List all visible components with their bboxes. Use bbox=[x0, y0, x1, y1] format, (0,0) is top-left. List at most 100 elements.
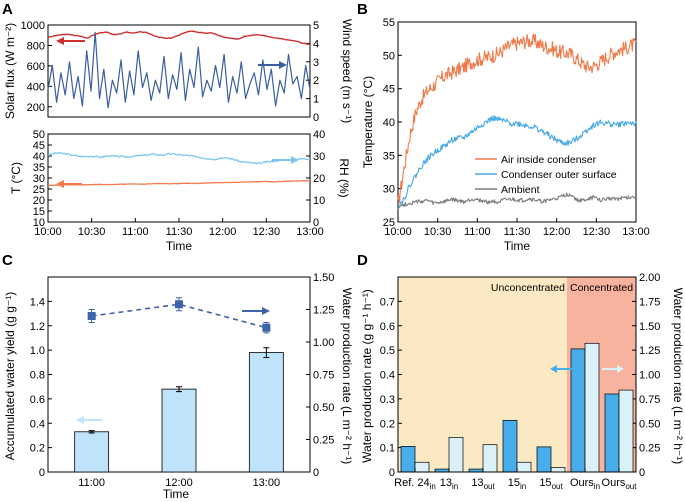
panel-c-left-tick-label-2: 0.4 bbox=[30, 418, 45, 430]
panel-c-right-tick-label-3: 0.75 bbox=[313, 370, 334, 382]
panel-a-top-left-tick-label-3: 800 bbox=[27, 40, 45, 52]
panel-a-bottom-frame bbox=[47, 133, 311, 223]
panel-a-bottom-ylabel-right: RH (%) bbox=[337, 158, 351, 197]
panel-b-x-tick-label-2: 11:00 bbox=[464, 226, 491, 238]
legend-label-ambient: Ambient bbox=[501, 184, 540, 196]
panel-d-right-arrow bbox=[602, 365, 624, 373]
panel-d-x-tick-label-4: 15out bbox=[539, 477, 563, 491]
panel-d-right-tick-label-1: 0.25 bbox=[639, 443, 660, 455]
panel-a-bottom-left-tick-label-8: 50 bbox=[33, 129, 45, 141]
panel-a-top-ylabel-right: Wind speed (m s⁻¹) bbox=[340, 19, 354, 123]
panel-c-ylabel-right: Water production rate (L m⁻² h⁻¹) bbox=[340, 288, 354, 465]
series-rate-line bbox=[91, 303, 267, 329]
series-solar-flux bbox=[47, 30, 311, 46]
panel-c-left-tick-label-1: 0.2 bbox=[30, 443, 45, 455]
panel-c-left-tick-label-4: 0.8 bbox=[30, 370, 45, 382]
panel-d-x-tick-label-2: 13out bbox=[471, 477, 495, 491]
panel-b-y-tick-label-3: 40 bbox=[383, 117, 395, 129]
panel-a-wind-arrow bbox=[258, 61, 287, 69]
bar-yield-2 bbox=[248, 352, 284, 473]
panel-a-top-right-tick-label-4: 4 bbox=[313, 38, 319, 50]
point-rate-0 bbox=[87, 312, 96, 320]
panel-c-left-tick-label-5: 1.0 bbox=[30, 345, 45, 357]
panel-b-y-tick-label-2: 35 bbox=[383, 150, 395, 162]
panel-a-solar-arrow bbox=[56, 37, 85, 45]
panel-label-b: B bbox=[357, 1, 368, 18]
panel-b-x-tick-label-0: 10:00 bbox=[384, 226, 412, 238]
bar-l-rate-5 bbox=[584, 342, 600, 473]
panel-a-bottom-right-tick-label-1: 10 bbox=[313, 195, 325, 207]
panel-a-top-ylabel-left: Solar flux (W m⁻²) bbox=[3, 23, 17, 119]
panel-d-right-tick-label-0: 0 bbox=[639, 467, 645, 479]
bar-g-rate-3 bbox=[502, 419, 518, 473]
panel-a-top-left-tick-label-0: 200 bbox=[27, 102, 45, 114]
panel-a-bottom-left-tick-label-2: 20 bbox=[33, 195, 45, 207]
panel-label-a: A bbox=[2, 1, 13, 18]
errorbar-yield-2 bbox=[263, 347, 270, 358]
bar-l-rate-6 bbox=[618, 389, 634, 473]
panel-c-right-tick-label-4: 1.00 bbox=[313, 337, 334, 349]
panel-d-left-tick-label-3: 0.3 bbox=[380, 394, 395, 406]
panel-d-left-tick-label-5: 0.5 bbox=[380, 345, 395, 357]
panel-d-left-tick-label-4: 0.4 bbox=[380, 370, 395, 382]
panel-d-right-tick-label-6: 1.50 bbox=[639, 321, 660, 333]
legend-label-air: Air inside condenser bbox=[501, 154, 597, 166]
panel-d-left-tick-label-0: 0 bbox=[389, 467, 395, 479]
panel-b-x-tick-label-3: 11:30 bbox=[504, 226, 531, 238]
panel-b-x-tick-label-4: 12:00 bbox=[543, 226, 571, 238]
panel-d-frame bbox=[397, 276, 637, 473]
panel-b-xlabel: Time bbox=[504, 239, 531, 253]
bar-yield-0 bbox=[74, 431, 110, 473]
panel-d-right-tick-label-5: 1.25 bbox=[639, 345, 660, 357]
panel-d-right-tick-label-8: 2.00 bbox=[639, 272, 660, 284]
panel-c-yield-arrow bbox=[76, 416, 102, 424]
panel-d-right-tick-label-3: 0.75 bbox=[639, 394, 660, 406]
errorbar-yield-0 bbox=[88, 430, 95, 434]
panel-c-left-tick-label-3: 0.6 bbox=[30, 394, 45, 406]
panel-d-ylabel-left: Water production rate (g g⁻¹ h⁻¹) bbox=[360, 289, 374, 463]
panel-a-x-tick-label-5: 12:30 bbox=[253, 226, 281, 238]
bar-l-rate-0 bbox=[414, 461, 430, 473]
panel-a-top-right-tick-label-3: 3 bbox=[313, 57, 319, 69]
panel-c-right-tick-label-2: 0.50 bbox=[313, 402, 334, 414]
panel-a-x-tick-label-0: 10:00 bbox=[34, 226, 62, 238]
series-rh bbox=[47, 151, 310, 165]
panel-c-right-tick-label-5: 1.25 bbox=[313, 305, 334, 317]
panel-b-x-tick-label-5: 12:30 bbox=[583, 226, 611, 238]
point-rate-1 bbox=[175, 300, 183, 309]
panel-a-rh-arrow bbox=[272, 156, 299, 164]
panel-d: 0 0.1 0.2 0.3 0.4 0.5 0.6 0.7 0 0.25 0.50 0.75 1.00 1… bbox=[360, 272, 685, 491]
series-wind-speed bbox=[47, 31, 311, 109]
panel-a-x-tick-label-2: 11:00 bbox=[122, 226, 149, 238]
panel-c: 0 0.2 0.4 0.6 0.8 1.0 1.2 1.4 0 0.25 0.50 0.75 1.00 1… bbox=[3, 272, 354, 501]
panel-d-right-tick-label-2: 0.50 bbox=[639, 418, 660, 430]
panel-d-right-tick-label-4: 1.00 bbox=[639, 370, 660, 382]
series-ambient bbox=[397, 192, 637, 209]
panel-d-left-tick-label-1: 0.1 bbox=[380, 443, 395, 455]
legend-label-condenser: Condenser outer surface bbox=[501, 169, 617, 181]
panel-a-bottom-left-tick-label-1: 15 bbox=[33, 206, 45, 218]
panel-b-x-tick-label-1: 10:30 bbox=[424, 226, 452, 238]
point-rate-2 bbox=[262, 323, 271, 332]
panel-c-right-tick-label-6: 1.50 bbox=[313, 272, 334, 284]
panel-a-x-tick-label-6: 13:00 bbox=[296, 226, 324, 238]
panel-a-bottom-left-tick-label-7: 45 bbox=[33, 140, 45, 152]
panel-a-x-tick-label-4: 12:00 bbox=[209, 226, 237, 238]
panel-label-c: C bbox=[2, 252, 13, 269]
panel-b-y-tick-label-5: 50 bbox=[383, 50, 395, 62]
panel-a-top-right-tick-label-0: 0 bbox=[313, 112, 319, 124]
panel-a-bottom-ylabel-left: T (°C) bbox=[9, 162, 23, 194]
bar-g-rate-4 bbox=[536, 446, 552, 473]
panel-a-x-tick-label-3: 11:30 bbox=[166, 226, 193, 238]
panel-d-x-tick-label-3: 15in bbox=[508, 477, 526, 491]
panel-c-ylabel-left: Accumulated water yield (g g⁻¹) bbox=[3, 292, 17, 460]
panel-d-left-tick-label-6: 0.6 bbox=[380, 321, 395, 333]
panel-d-x-tick-label-0: Ref. 24in bbox=[394, 477, 436, 491]
panel-a-top-left-tick-label-2: 600 bbox=[27, 61, 45, 73]
panel-a-bottom-left-tick-label-5: 35 bbox=[33, 162, 45, 174]
panel-c-x-tick-label-1: 12:00 bbox=[165, 477, 193, 489]
panel-a-x-tick-label-1: 10:30 bbox=[78, 226, 106, 238]
panel-d-x-tick-label-5: Oursin bbox=[570, 477, 600, 491]
series-condenser-surface bbox=[397, 115, 637, 210]
series-temperature bbox=[47, 179, 311, 187]
